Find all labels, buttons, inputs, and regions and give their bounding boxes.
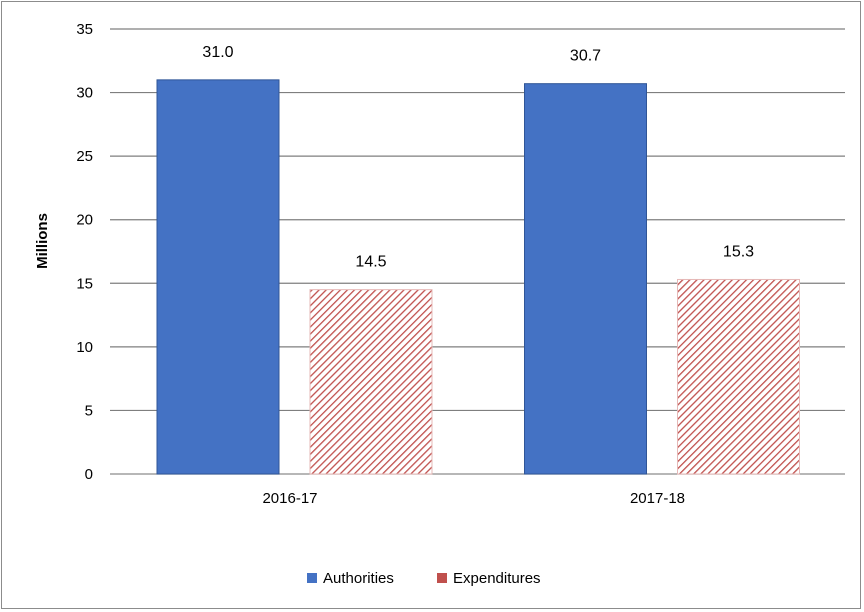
- y-tick-label: 20: [76, 212, 93, 229]
- y-tick-label: 10: [76, 339, 93, 356]
- data-label: 14.5: [355, 254, 386, 271]
- legend-label-authorities: Authorities: [323, 570, 394, 587]
- y-tick-label: 0: [85, 466, 93, 483]
- bar-expenditures-2017-18: [677, 278, 800, 475]
- y-axis-title: Millions: [34, 213, 51, 269]
- legend-label-expenditures: Expenditures: [453, 570, 541, 587]
- bar-authorities-2016-17: [156, 79, 280, 475]
- y-tick-label: 5: [85, 402, 93, 419]
- y-tick-label: 35: [76, 21, 93, 38]
- legend-swatch-authorities: [307, 573, 317, 583]
- data-label: 31.0: [202, 44, 233, 61]
- legend-swatch-expenditures: [437, 573, 447, 583]
- legend: Authorities Expenditures: [307, 570, 541, 587]
- x-tick-label: 2016-17: [262, 490, 317, 507]
- y-tick-label: 25: [76, 148, 93, 165]
- labels: 0 5 10 15 20 25 30 35 31.0 14.5 2016-17 30.7 15.3 201…: [76, 21, 754, 507]
- bars: [156, 79, 800, 475]
- bar-expenditures-2016-17: [309, 289, 433, 475]
- data-label: 30.7: [570, 48, 601, 65]
- y-tick-label: 30: [76, 85, 93, 102]
- x-tick-label: 2017-18: [630, 490, 685, 507]
- bar-authorities-2017-18: [524, 83, 647, 475]
- data-label: 15.3: [723, 243, 754, 260]
- y-tick-label: 15: [76, 275, 93, 292]
